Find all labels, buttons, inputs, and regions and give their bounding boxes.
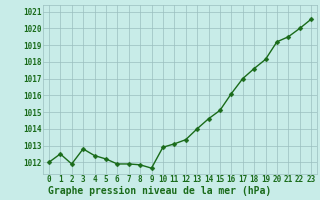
X-axis label: Graphe pression niveau de la mer (hPa): Graphe pression niveau de la mer (hPa) bbox=[0, 199, 1, 200]
Text: Graphe pression niveau de la mer (hPa): Graphe pression niveau de la mer (hPa) bbox=[48, 186, 272, 196]
